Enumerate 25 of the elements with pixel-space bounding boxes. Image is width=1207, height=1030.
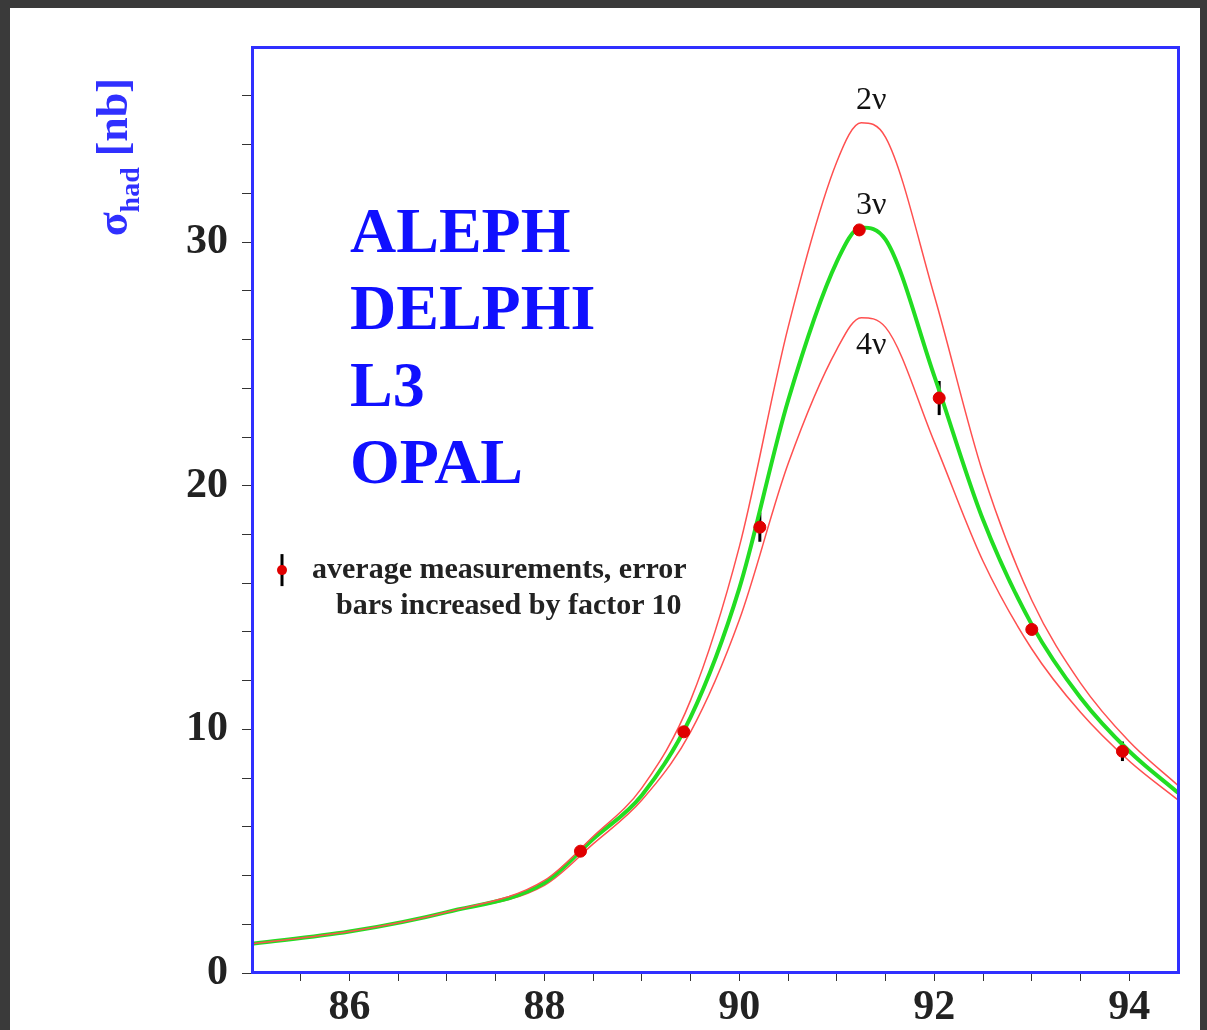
point xyxy=(852,223,866,237)
x-tick-label: 94 xyxy=(1108,982,1151,1029)
series-label: 3ν xyxy=(855,184,887,221)
point xyxy=(1025,622,1039,636)
y-tick-label: 10 xyxy=(186,703,228,750)
series-label: 2ν xyxy=(855,80,887,117)
x-tick-label: 90 xyxy=(718,982,761,1029)
y-axis-title: σhad [nb] xyxy=(88,78,145,237)
point xyxy=(932,391,946,405)
x-tick-label: 88 xyxy=(523,982,566,1029)
point xyxy=(753,520,767,534)
x-tick-label: 92 xyxy=(913,982,956,1029)
y-tick-label: 30 xyxy=(186,215,228,262)
annotation: OPAL xyxy=(350,426,524,498)
annotation: L3 xyxy=(350,349,425,421)
legend-label: average measurements, error bars increased by factor 10 xyxy=(312,550,687,620)
series-label: 4ν xyxy=(855,325,887,362)
annotation: DELPHI xyxy=(350,272,596,344)
point xyxy=(573,844,587,858)
point xyxy=(1115,744,1129,758)
x-tick-label: 86 xyxy=(328,982,371,1029)
y-tick-label: 20 xyxy=(186,459,228,506)
annotation: ALEPH xyxy=(350,195,571,267)
y-tick-label: 0 xyxy=(207,946,228,993)
point xyxy=(677,725,691,739)
